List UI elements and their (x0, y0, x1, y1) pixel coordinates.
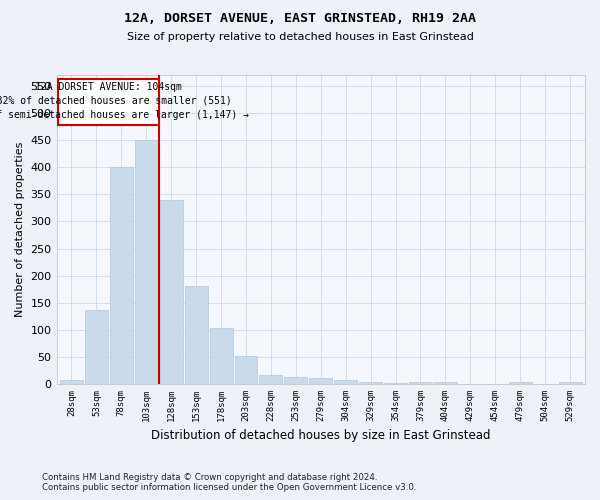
Bar (235, 356, 257, 384)
Bar (185, 286, 208, 384)
Text: 12A DORSET AVENUE: 104sqm: 12A DORSET AVENUE: 104sqm (35, 82, 182, 92)
Bar (384, 383, 407, 384)
Bar (259, 375, 283, 384)
Bar (160, 200, 182, 384)
Bar (334, 380, 357, 384)
Bar (359, 382, 382, 384)
Bar (60, 380, 83, 384)
Text: 12A, DORSET AVENUE, EAST GRINSTEAD, RH19 2AA: 12A, DORSET AVENUE, EAST GRINSTEAD, RH19… (124, 12, 476, 26)
Bar (85, 310, 108, 384)
Text: ← 32% of detached houses are smaller (551): ← 32% of detached houses are smaller (55… (0, 96, 232, 106)
Bar (135, 140, 158, 384)
X-axis label: Distribution of detached houses by size in East Grinstead: Distribution of detached houses by size … (151, 430, 491, 442)
Bar (110, 167, 133, 384)
Bar (409, 382, 432, 384)
Bar (509, 382, 532, 384)
Text: 67% of semi-detached houses are larger (1,147) →: 67% of semi-detached houses are larger (… (0, 110, 249, 120)
Bar (209, 328, 233, 384)
Bar (310, 378, 332, 384)
Text: Contains HM Land Registry data © Crown copyright and database right 2024.: Contains HM Land Registry data © Crown c… (42, 472, 377, 482)
Text: Contains public sector information licensed under the Open Government Licence v3: Contains public sector information licen… (42, 484, 416, 492)
Text: Size of property relative to detached houses in East Grinstead: Size of property relative to detached ho… (127, 32, 473, 42)
Bar (559, 382, 581, 384)
Y-axis label: Number of detached properties: Number of detached properties (15, 142, 25, 317)
Bar (434, 382, 457, 384)
Bar (284, 377, 307, 384)
FancyBboxPatch shape (58, 80, 159, 125)
